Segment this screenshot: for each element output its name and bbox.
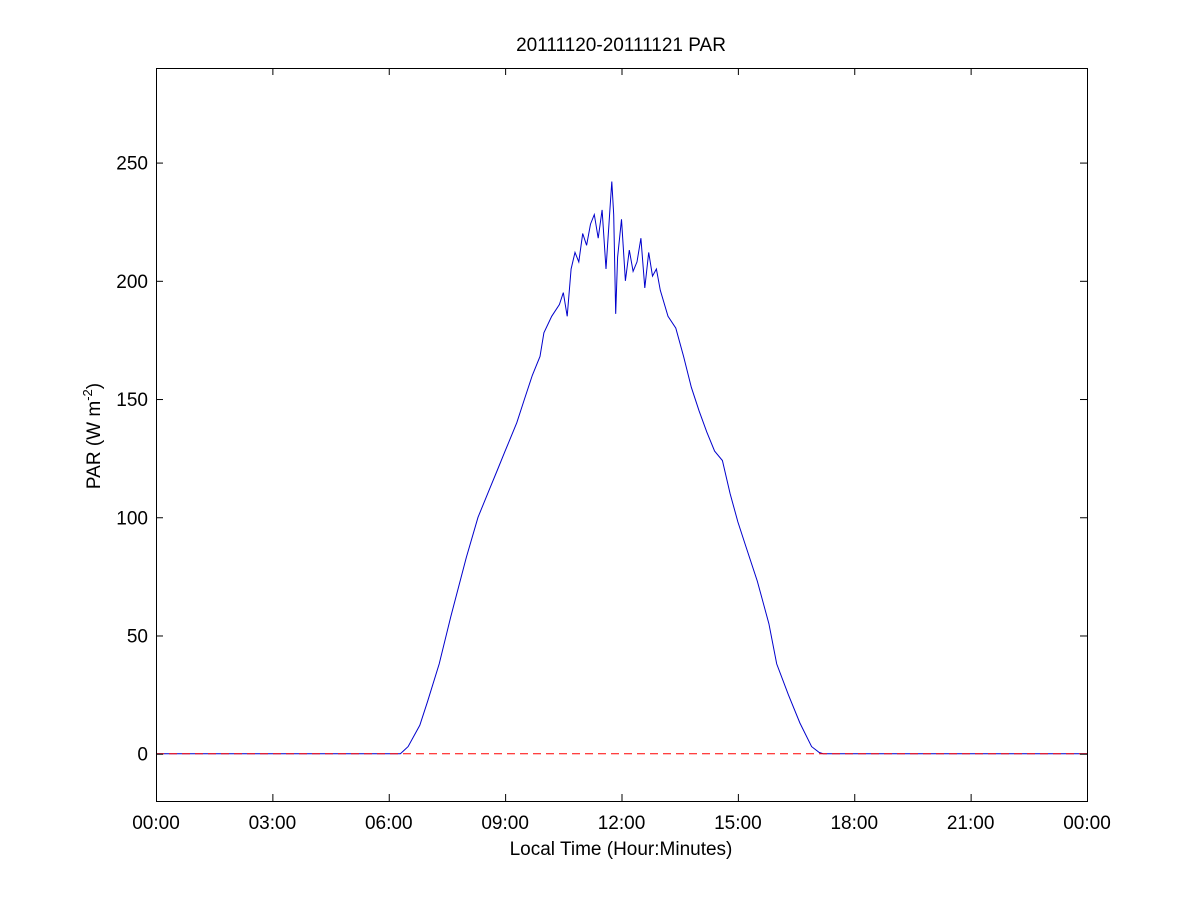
y-axis-label-superscript: -2 xyxy=(80,389,95,401)
x-tick-label: 21:00 xyxy=(947,813,995,834)
plot-area xyxy=(156,68,1087,801)
x-axis: 00:00 03:00 06:00 09:00 12:00 15:00 18:00 21:00… xyxy=(132,68,1111,834)
x-tick-label: 06:00 xyxy=(365,813,413,834)
x-tick-label: 03:00 xyxy=(249,813,297,834)
series-line-0 xyxy=(156,181,1087,755)
x-tick-label: 15:00 xyxy=(714,813,762,834)
series-layer xyxy=(156,181,1087,755)
y-tick-label: 50 xyxy=(127,626,148,647)
y-axis-label: PAR (W m-2) xyxy=(80,383,105,489)
y-tick-label: 100 xyxy=(116,508,148,529)
chart-title: 20111120-20111121 PAR xyxy=(516,35,726,56)
y-axis-label-close: ) xyxy=(84,383,105,389)
x-tick-label: 00:00 xyxy=(132,813,180,834)
x-tick-label: 18:00 xyxy=(830,813,878,834)
x-tick-label: 09:00 xyxy=(481,813,529,834)
x-tick-label: 00:00 xyxy=(1063,813,1111,834)
y-tick-label: 200 xyxy=(116,272,148,293)
y-tick-label: 150 xyxy=(116,390,148,411)
x-tick-label: 12:00 xyxy=(598,813,646,834)
y-tick-label: 250 xyxy=(116,154,148,175)
y-axis-label-main: PAR (W m xyxy=(84,401,105,489)
y-axis: 0 50 100 150 200 250 xyxy=(116,154,1087,766)
y-tick-label: 0 xyxy=(137,745,148,766)
x-axis-label: Local Time (Hour:Minutes) xyxy=(510,839,733,860)
